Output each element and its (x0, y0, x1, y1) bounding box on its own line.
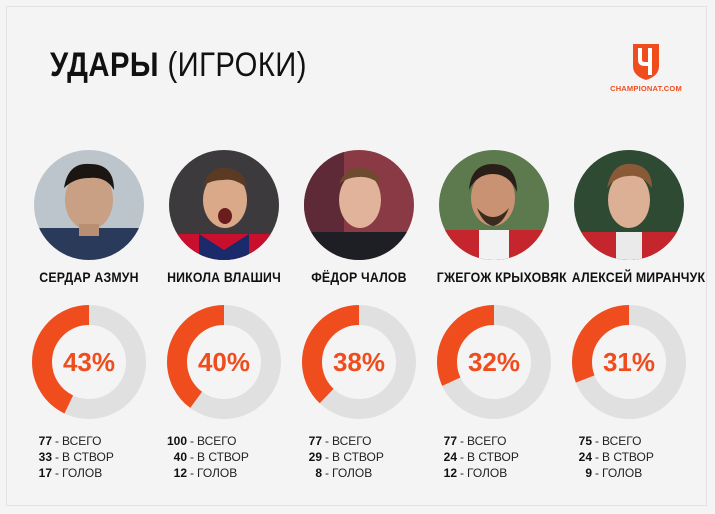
stat-row-total: 100- ВСЕГО (131, 433, 281, 449)
stat-row-goals: 12- ГОЛОВ (401, 465, 551, 481)
player-card: СЕРДАР АЗМУН (24, 150, 154, 285)
shot-accuracy-ring: 32% (429, 297, 559, 427)
stat-value: 12 (173, 466, 187, 480)
shot-accuracy-ring: 40% (159, 297, 289, 427)
title-sub: (ИГРОКИ) (167, 46, 307, 84)
stat-value: 75 (578, 434, 592, 448)
stat-row-on-target: 29- В СТВОР (266, 449, 416, 465)
player-stats: 77- ВСЕГО 24- В СТВОР 12- ГОЛОВ (401, 433, 551, 481)
shot-accuracy-percent: 40% (198, 347, 250, 377)
player-card: ГЖЕГОЖ КРЫХОВЯК (429, 150, 567, 285)
stat-label: В СТВОР (197, 450, 249, 464)
stat-label: В СТВОР (62, 450, 114, 464)
stat-value: 24 (443, 450, 457, 464)
stat-label: ГОЛОВ (467, 466, 508, 480)
stat-value: 8 (315, 466, 322, 480)
player-stats: 77- ВСЕГО 29- В СТВОР 8- ГОЛОВ (266, 433, 416, 481)
stat-row-total: 77- ВСЕГО (0, 433, 146, 449)
player-name: ФЁДОР ЧАЛОВ (311, 269, 407, 285)
stat-label: В СТВОР (602, 450, 654, 464)
ring-fill (167, 305, 281, 419)
stat-value: 9 (585, 466, 592, 480)
stat-label: ВСЕГО (467, 434, 507, 448)
shot-accuracy-ring: 31% (564, 297, 694, 427)
player-photo (34, 150, 144, 260)
shot-accuracy-ring: 38% (294, 297, 424, 427)
stat-label: В СТВОР (467, 450, 519, 464)
stat-value: 100 (166, 434, 187, 448)
player-stats: 77- ВСЕГО 33- В СТВОР 17- ГОЛОВ (0, 433, 146, 481)
stat-value: 12 (443, 466, 457, 480)
player-photo (169, 150, 279, 260)
player-photo (574, 150, 684, 260)
stat-row-on-target: 24- В СТВОР (536, 449, 686, 465)
stat-label: ГОЛОВ (602, 466, 643, 480)
player-card: НИКОЛА ВЛАШИЧ (159, 150, 289, 285)
stat-label: ВСЕГО (62, 434, 102, 448)
shot-accuracy-ring: 43% (24, 297, 154, 427)
stat-row-total: 77- ВСЕГО (266, 433, 416, 449)
player-name: СЕРДАР АЗМУН (39, 269, 139, 285)
stat-label: ГОЛОВ (197, 466, 238, 480)
ring-fill (572, 305, 686, 419)
stat-value: 77 (308, 434, 322, 448)
stat-label: В СТВОР (332, 450, 384, 464)
stat-value: 24 (578, 450, 592, 464)
stat-row-goals: 17- ГОЛОВ (0, 465, 146, 481)
title-main: УДАРЫ (50, 46, 159, 84)
player-stats: 100- ВСЕГО 40- В СТВОР 12- ГОЛОВ (131, 433, 281, 481)
stat-row-goals: 9- ГОЛОВ (536, 465, 686, 481)
stat-row-on-target: 24- В СТВОР (401, 449, 551, 465)
stat-row-total: 75- ВСЕГО (536, 433, 686, 449)
shot-accuracy-percent: 38% (333, 347, 385, 377)
stat-row-goals: 12- ГОЛОВ (131, 465, 281, 481)
ring-fill (437, 305, 551, 419)
player-card: АЛЕКСЕЙ МИРАНЧУК (564, 150, 706, 285)
championat-logo[interactable]: CHAMPIONAT.COM (606, 42, 686, 93)
player-photo (304, 150, 414, 260)
championat-logo-icon (633, 44, 659, 80)
stat-row-total: 77- ВСЕГО (401, 433, 551, 449)
shot-accuracy-percent: 32% (468, 347, 520, 377)
stat-label: ВСЕГО (197, 434, 237, 448)
stat-row-on-target: 33- В СТВОР (0, 449, 146, 465)
stat-row-on-target: 40- В СТВОР (131, 449, 281, 465)
player-name: НИКОЛА ВЛАШИЧ (167, 269, 281, 285)
logo-text: CHAMPIONAT.COM (610, 84, 682, 93)
stat-value: 40 (173, 450, 187, 464)
player-stats: 75- ВСЕГО 24- В СТВОР 9- ГОЛОВ (536, 433, 686, 481)
stat-value: 77 (38, 434, 52, 448)
stat-value: 29 (308, 450, 322, 464)
stat-label: ГОЛОВ (332, 466, 373, 480)
stat-value: 77 (443, 434, 457, 448)
stat-row-goals: 8- ГОЛОВ (266, 465, 416, 481)
shot-accuracy-percent: 31% (603, 347, 655, 377)
stat-label: ВСЕГО (602, 434, 642, 448)
stat-label: ВСЕГО (332, 434, 372, 448)
shot-accuracy-percent: 43% (63, 347, 115, 377)
player-card: ФЁДОР ЧАЛОВ (294, 150, 424, 285)
ring-fill (32, 305, 146, 419)
stat-value: 17 (38, 466, 52, 480)
player-name: АЛЕКСЕЙ МИРАНЧУК (571, 269, 706, 285)
stat-value: 33 (38, 450, 52, 464)
stat-label: ГОЛОВ (62, 466, 103, 480)
player-name: ГЖЕГОЖ КРЫХОВЯК (436, 269, 567, 285)
page-title: УДАРЫ (ИГРОКИ) (50, 46, 307, 85)
ring-fill (302, 305, 416, 419)
player-photo (439, 150, 549, 260)
